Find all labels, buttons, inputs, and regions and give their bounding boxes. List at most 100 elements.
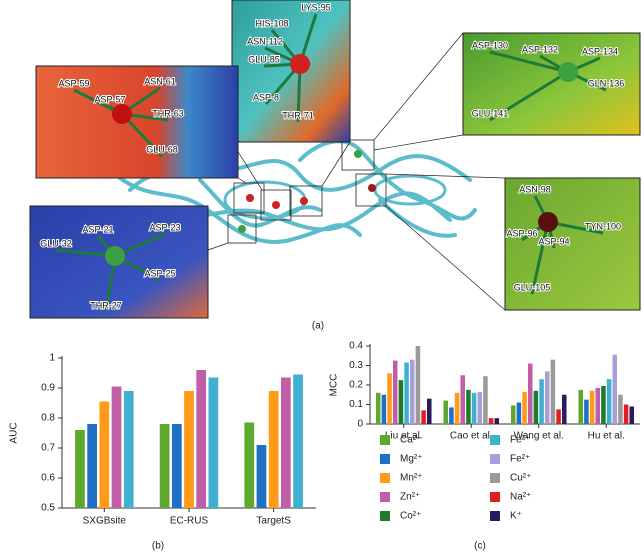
- bar: [629, 406, 635, 424]
- bar: [578, 389, 584, 424]
- bar: [398, 380, 404, 424]
- x-tick-label: Cao et al.: [450, 431, 493, 442]
- bar: [196, 370, 207, 508]
- residue-label: GLN-136: [588, 78, 625, 88]
- bar: [392, 360, 398, 424]
- bar: [244, 422, 255, 508]
- y-tick-label: 0.1: [349, 399, 363, 410]
- bar: [606, 379, 612, 424]
- bar: [556, 409, 561, 424]
- bar: [550, 359, 556, 424]
- y-tick-label: 0.9: [41, 383, 55, 394]
- residue-label: TYN-100: [585, 221, 621, 231]
- residue-label: ASP-130: [472, 40, 508, 50]
- ions: [238, 150, 376, 233]
- ion: [558, 62, 578, 82]
- bar: [460, 375, 466, 424]
- residue-label: GLU-105: [514, 282, 551, 292]
- residue-label: ASP-94: [538, 236, 569, 246]
- residue-label: GLU-85: [248, 54, 280, 64]
- inset-panel: [35, 65, 239, 179]
- legend-swatch: [380, 454, 390, 464]
- residue-label: ASP-134: [582, 46, 618, 56]
- bar: [522, 391, 527, 424]
- bar: [612, 354, 618, 424]
- bar: [483, 376, 488, 424]
- residue-label: ASP-96: [506, 228, 537, 238]
- bar: [466, 389, 471, 424]
- side-chain: [489, 70, 569, 122]
- bar: [618, 394, 623, 424]
- y-tick-label: 0.3: [349, 360, 363, 371]
- bar: [584, 399, 589, 424]
- bar: [184, 391, 194, 508]
- y-tick-label: 0.6: [41, 473, 55, 484]
- x-tick-label: SXGBsite: [83, 516, 127, 527]
- bar: [488, 418, 494, 424]
- y-tick-label: 0.8: [41, 413, 55, 424]
- bar: [409, 359, 415, 424]
- bar: [426, 398, 432, 424]
- y-tick-label: 0.2: [349, 380, 363, 391]
- bar: [99, 401, 110, 508]
- zoom-lines: [207, 32, 506, 311]
- residue-label: GLU-68: [146, 144, 178, 154]
- bar: [268, 391, 279, 508]
- x-tick-label: TargetS: [256, 516, 291, 527]
- bar: [404, 362, 409, 424]
- bar: [256, 445, 267, 508]
- panel-label: (a): [312, 321, 324, 332]
- y-axis-title: AUC: [9, 422, 20, 443]
- residue-label: THR-63: [152, 108, 184, 118]
- legend-swatch: [380, 511, 390, 521]
- legend-label: Mg²⁺: [400, 454, 423, 465]
- y-tick-label: 0.4: [349, 341, 363, 352]
- bar: [533, 390, 539, 424]
- legend-label: Zn²⁺: [400, 492, 420, 503]
- bar: [601, 385, 606, 424]
- residue-label: ASP-57: [94, 94, 125, 104]
- legend-swatch: [490, 435, 500, 445]
- bar: [87, 424, 98, 508]
- x-tick-label: Liu et al.: [385, 431, 423, 442]
- residue-label: GLU-141: [472, 108, 509, 118]
- bar: [477, 391, 483, 424]
- bar: [494, 418, 500, 424]
- legend-label: Ca²⁺: [400, 435, 421, 446]
- side-chain: [530, 221, 550, 295]
- bar: [75, 430, 85, 508]
- residue-label: ASP-59: [58, 78, 89, 88]
- ion: [112, 104, 132, 124]
- residue-label: ASP-25: [144, 268, 175, 278]
- bar: [527, 363, 533, 424]
- bar: [381, 394, 387, 424]
- residue-label: LYS-95: [301, 2, 330, 12]
- legend-swatch: [380, 473, 390, 483]
- legend-swatch: [380, 492, 390, 502]
- residue-label: THR-71: [282, 110, 314, 120]
- legend-label: Co²⁺: [400, 511, 421, 522]
- bar: [280, 377, 291, 508]
- x-tick-label: EC-RUS: [170, 516, 209, 527]
- legend-label: K⁺: [510, 511, 522, 522]
- panel-label: (c): [474, 541, 486, 552]
- bar: [595, 387, 601, 424]
- residue-label: ASN-98: [519, 184, 551, 194]
- y-tick-label: 0.7: [41, 443, 55, 454]
- residue-label: ASP-21: [82, 224, 113, 234]
- bar: [471, 392, 477, 424]
- legend-label: Fe²⁺: [510, 435, 530, 446]
- bar: [375, 392, 381, 424]
- legend-swatch: [490, 454, 500, 464]
- residue-label: ASN-112: [247, 36, 283, 46]
- bar: [516, 402, 522, 424]
- bar: [589, 390, 595, 424]
- bar: [159, 424, 170, 508]
- x-tick-label: Hu et al.: [588, 431, 625, 442]
- bar: [208, 377, 219, 508]
- bar: [421, 410, 426, 424]
- ion: [538, 212, 558, 232]
- legend-swatch: [490, 511, 500, 521]
- x-tick-label: Wang et al.: [514, 431, 564, 442]
